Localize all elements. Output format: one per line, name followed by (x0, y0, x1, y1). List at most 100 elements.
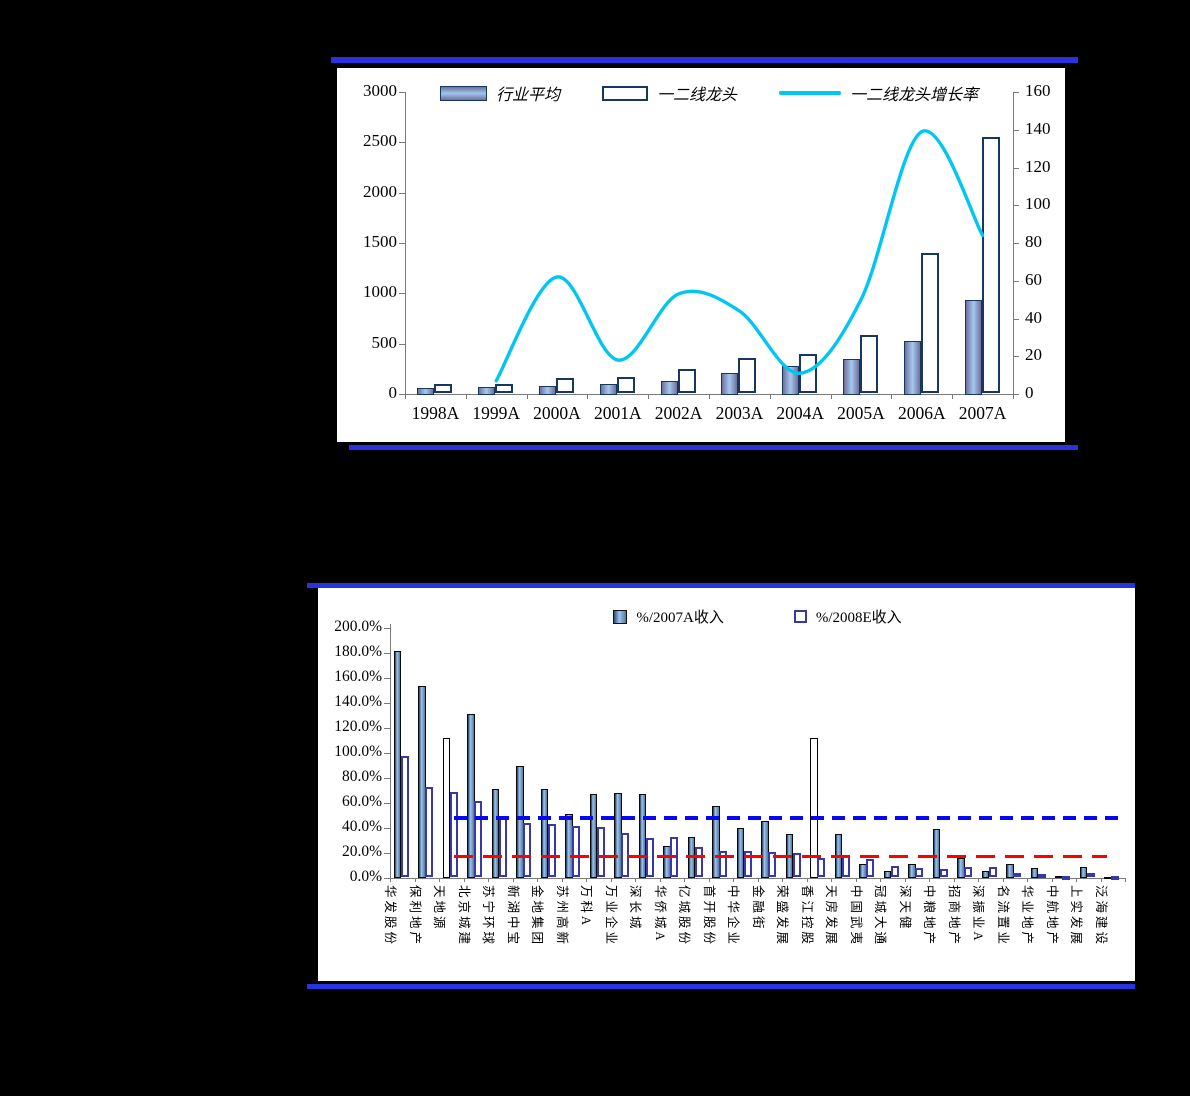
x-axis-tick (414, 878, 416, 882)
bar-2008e-revenue (915, 868, 924, 877)
bar-2008e-revenue (400, 755, 409, 877)
company-label: 深长城 (628, 884, 647, 980)
x-tick-label: 1999A (472, 403, 520, 423)
right-axis-tick-label: 60 (1025, 269, 1042, 289)
company-label-text: 北京城建 (456, 885, 471, 948)
chart2-legend: %/2007A收入 %/2008E收入 (390, 606, 1125, 627)
y-axis-tick (384, 678, 390, 679)
bar-leaders (495, 383, 514, 393)
left-axis-tick-label: 1500 (363, 232, 397, 251)
x-axis-tick (978, 878, 979, 882)
bar-2008e-revenue (547, 824, 556, 877)
bar-2007a-revenue (467, 714, 475, 878)
company-label: 首开股份 (702, 884, 721, 980)
y-axis-tick-label: 180.0% (334, 643, 382, 660)
bar-2008e-revenue (523, 823, 532, 877)
company-label-text: 华侨城A (652, 885, 667, 944)
right-axis-tick (1013, 92, 1019, 93)
x-axis-tick (463, 878, 465, 882)
bar-industry-avg (903, 341, 921, 395)
company-label: 香江控股 (800, 884, 819, 980)
revenue-2008e-swatch-icon (793, 610, 807, 623)
company-label: 天地源 (432, 884, 451, 980)
bar-2008e-revenue (939, 869, 948, 877)
right-axis-tick-label: 160 (1025, 81, 1051, 100)
chart1-top-rule (331, 57, 1078, 63)
bar-leaders (434, 384, 453, 393)
x-axis-tick (465, 394, 467, 399)
left-axis-tick-label: 2000 (363, 181, 397, 201)
bar-2007a-revenue (1079, 866, 1088, 878)
y-axis-tick-label: 140.0% (334, 693, 382, 710)
growth-line-swatch-icon (779, 91, 841, 95)
industry-avg-swatch-icon (439, 85, 487, 101)
legend-label: %/2008E收入 (815, 610, 902, 626)
x-axis-tick (390, 878, 391, 882)
company-label-text: 首开股份 (701, 885, 716, 948)
y-axis-tick (384, 803, 390, 804)
x-tick-label: 2006A (897, 403, 946, 423)
x-axis-tick (830, 394, 832, 399)
company-label: 天房发展 (824, 884, 843, 980)
company-label-text: 深长城 (628, 885, 643, 932)
y-axis-tick (384, 703, 390, 704)
bar-2007a-revenue (1030, 868, 1039, 878)
bar-2008e-revenue (694, 846, 703, 877)
x-tick-label: 2000A (533, 403, 581, 423)
x-axis-tick (1027, 878, 1028, 882)
bar-2007a-revenue (712, 805, 720, 878)
bar-2007a-revenue (932, 829, 941, 878)
bar-leaders (920, 253, 939, 393)
company-label-text: 上实发展 (1069, 885, 1084, 948)
company-label: 新湖中宝 (506, 884, 525, 980)
company-label: 金地集团 (530, 884, 549, 980)
y-axis-tick (384, 853, 390, 854)
bar-industry-avg (478, 386, 496, 395)
right-axis-tick-label: 140 (1025, 118, 1051, 138)
x-axis-tick (953, 878, 955, 882)
chart1-panel: 行业平均 一二线龙头 一二线龙头增长率 0 500 1000 1500 2000 2500… (337, 68, 1065, 442)
company-label: 华业地产 (1020, 884, 1039, 980)
company-label-text: 金地集团 (530, 885, 545, 948)
y-axis-tick (384, 628, 390, 629)
bar-leaders (981, 137, 1000, 393)
x-axis-tick (904, 878, 906, 882)
bar-2008e-revenue (474, 800, 483, 877)
bar-2008e-revenue (792, 853, 801, 877)
right-axis-tick (1013, 205, 1019, 207)
legend-label: %/2007A收入 (636, 610, 724, 626)
company-label-text: 中航地产 (1044, 885, 1059, 948)
bar-2007a-revenue (418, 685, 426, 878)
bar-2008e-revenue (1062, 875, 1071, 880)
left-axis-tick (399, 243, 405, 244)
x-axis-tick (1076, 878, 1077, 882)
x-axis-tick (708, 878, 710, 882)
company-label: 苏宁环球 (481, 884, 500, 980)
bar-2008e-revenue (719, 850, 728, 877)
x-axis-tick (806, 878, 808, 882)
left-axis-tick (399, 92, 405, 93)
ref-line-red-dashed (454, 854, 1107, 859)
legend-label: 行业平均 (495, 87, 560, 104)
x-axis-tick (648, 394, 650, 399)
chart2-top-rule (307, 583, 1135, 588)
chart2-panel: %/2007A收入 %/2008E收入 0.0% 20.0% 40.0% 60.0% 8… (318, 588, 1135, 981)
bar-industry-avg (417, 388, 435, 395)
y-axis-tick-label: 100.0% (334, 743, 382, 760)
legend-item-leaders: 一二线龙头 (601, 81, 737, 105)
chart2-bottom-rule (307, 984, 1135, 989)
x-axis-tick (526, 394, 528, 399)
left-axis-line (390, 624, 391, 878)
x-axis-tick (537, 878, 538, 882)
bar-leaders (616, 376, 635, 393)
bar-2008e-revenue (596, 826, 605, 877)
left-axis-tick (399, 142, 405, 144)
x-axis-tick (769, 394, 771, 399)
left-axis-tick (399, 394, 405, 395)
company-label-text: 苏州高新 (554, 885, 569, 948)
company-label-text: 万业企业 (603, 885, 618, 948)
bar-2007a-revenue (810, 738, 818, 878)
right-axis-tick (1013, 394, 1019, 395)
company-label: 泛海建设 (1094, 884, 1113, 980)
